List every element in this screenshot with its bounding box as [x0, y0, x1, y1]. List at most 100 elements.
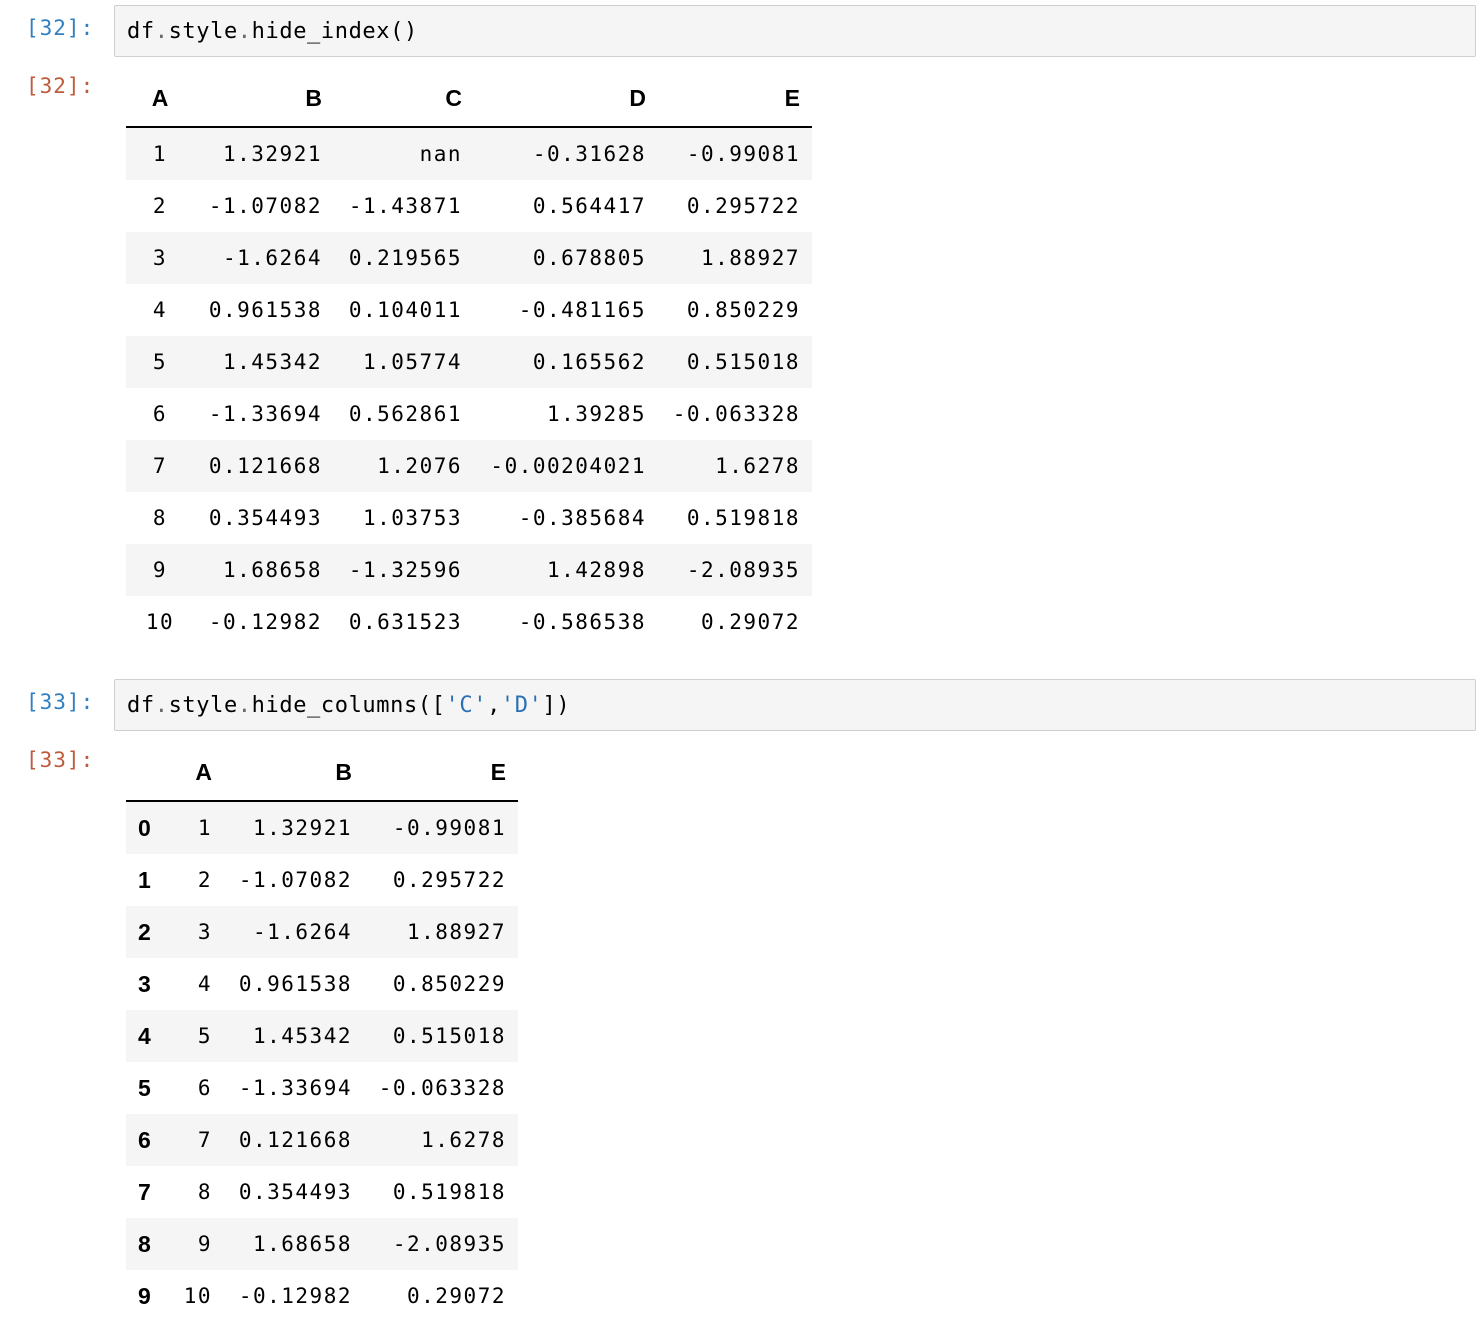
table-cell-A: 6	[152, 402, 168, 426]
row-index: 9	[138, 1282, 151, 1309]
table-cell-D: 0.165562	[532, 350, 646, 374]
table-row: 10 -0.12982 0.631523 -0.586538 0.29072	[126, 596, 812, 648]
table-cell-E: 0.850229	[392, 972, 506, 996]
code-token: ()	[390, 19, 418, 44]
row-index: 5	[138, 1074, 151, 1101]
table-cell-A: 7	[197, 1128, 212, 1152]
table-cell-A: 10	[183, 1284, 212, 1308]
output-prompt-32: [32]:	[26, 74, 95, 98]
table-cell-E: -0.063328	[672, 402, 800, 426]
table-row: 9 10 -0.12982 0.29072	[126, 1270, 518, 1322]
table-cell-A: 4	[152, 298, 168, 322]
code-token: df	[127, 19, 155, 44]
table-row: 6 -1.33694 0.562861 1.39285 -0.063328	[126, 388, 812, 440]
row-index: 0	[138, 814, 151, 841]
table-cell-E: 1.6278	[715, 454, 800, 478]
table-cell-D: -0.586538	[518, 610, 646, 634]
table-cell-E: 0.295722	[392, 868, 506, 892]
table-cell-B: 1.45342	[222, 350, 322, 374]
table-cell-E: 1.88927	[406, 920, 506, 944]
table-cell-A: 10	[145, 610, 175, 634]
table-cell-B: -0.12982	[238, 1284, 352, 1308]
table-cell-A: 3	[197, 920, 212, 944]
column-header-C: C	[334, 70, 474, 128]
table-cell-A: 3	[152, 246, 168, 270]
table-cell-E: -0.99081	[392, 816, 506, 840]
table-row: 8 9 1.68658 -2.08935	[126, 1218, 518, 1270]
code-token: style	[168, 693, 238, 718]
table-cell-A: 5	[152, 350, 168, 374]
table-cell-E: 1.88927	[700, 246, 800, 270]
row-index: 4	[138, 1022, 151, 1049]
table-row: 3 4 0.961538 0.850229	[126, 958, 518, 1010]
table-cell-E: -0.99081	[686, 142, 800, 166]
input-prompt-32: [32]:	[26, 16, 95, 40]
table-cell-E: 0.519818	[686, 506, 800, 530]
table-row: 3 -1.6264 0.219565 0.678805 1.88927	[126, 232, 812, 284]
code-token: 'C'	[445, 693, 488, 718]
row-index: 1	[138, 866, 151, 893]
code-token: hide_columns	[251, 693, 418, 718]
table-cell-D: 0.678805	[532, 246, 646, 270]
table-cell-D: 1.39285	[546, 402, 646, 426]
table-cell-E: 0.515018	[686, 350, 800, 374]
table-cell-B: 1.32921	[252, 816, 352, 840]
column-header-B: B	[194, 70, 334, 128]
table-cell-B: 0.354493	[238, 1180, 352, 1204]
table-cell-A: 9	[152, 558, 168, 582]
code-token: hide_index	[251, 19, 391, 44]
table-cell-E: -0.063328	[378, 1076, 506, 1100]
table-row: 5 1.45342 1.05774 0.165562 0.515018	[126, 336, 812, 388]
table-cell-A: 1	[197, 816, 212, 840]
table-row: 9 1.68658 -1.32596 1.42898 -2.08935	[126, 544, 812, 596]
code-token: 'D'	[500, 693, 543, 718]
table-cell-B: 1.32921	[222, 142, 322, 166]
table-header-row: A B E	[126, 744, 518, 802]
table-cell-B: 0.961538	[208, 298, 322, 322]
column-header-E: E	[658, 70, 812, 128]
table-body: 0 1 1.32921 -0.99081 1 2 -1.07082 0.295722 2 3 -1.…	[126, 801, 518, 1322]
row-index: 6	[138, 1126, 151, 1153]
table-cell-B: -1.33694	[238, 1076, 352, 1100]
code-cell-33[interactable]: df.style.hide_columns(['C','D'])	[114, 679, 1476, 731]
table-cell-B: -1.33694	[208, 402, 322, 426]
table-body: 1 1.32921 nan -0.31628 -0.99081 2 -1.07082 -1.4…	[126, 127, 812, 648]
table-row: 1 1.32921 nan -0.31628 -0.99081	[126, 127, 812, 180]
column-header-E: E	[364, 744, 518, 802]
table-row: 7 8 0.354493 0.519818	[126, 1166, 518, 1218]
table-cell-A: 4	[197, 972, 212, 996]
table-cell-B: -1.6264	[222, 246, 322, 270]
table-cell-E: -2.08935	[392, 1232, 506, 1256]
table-row: 4 5 1.45342 0.515018	[126, 1010, 518, 1062]
table-cell-B: 0.961538	[238, 972, 352, 996]
table-cell-E: -2.08935	[686, 558, 800, 582]
table-cell-B: 0.121668	[208, 454, 322, 478]
code-cell-32[interactable]: df.style.hide_index()	[114, 5, 1476, 57]
table-cell-E: 0.29072	[700, 610, 800, 634]
code-token: df	[127, 693, 155, 718]
code-token: ([	[417, 693, 446, 718]
code-token: .	[237, 693, 252, 718]
table-row: 7 0.121668 1.2076 -0.00204021 1.6278	[126, 440, 812, 492]
table-cell-A: 6	[197, 1076, 212, 1100]
table-cell-B: 1.45342	[252, 1024, 352, 1048]
table-cell-C: 0.219565	[348, 246, 462, 270]
table-cell-D: 1.42898	[546, 558, 646, 582]
code-token: .	[154, 19, 169, 44]
table-cell-D: -0.385684	[518, 506, 646, 530]
table-cell-B: 0.354493	[208, 506, 322, 530]
table-row: 0 1 1.32921 -0.99081	[126, 801, 518, 854]
table-cell-E: 0.29072	[406, 1284, 506, 1308]
table-cell-C: 0.631523	[348, 610, 462, 634]
table-cell-C: -1.43871	[348, 194, 462, 218]
table-row: 4 0.961538 0.104011 -0.481165 0.850229	[126, 284, 812, 336]
table-cell-B: -1.07082	[208, 194, 322, 218]
table-cell-C: 1.03753	[362, 506, 462, 530]
column-header-A: A	[170, 744, 224, 802]
table-row: 2 -1.07082 -1.43871 0.564417 0.295722	[126, 180, 812, 232]
output-table-33: A B E 0 1 1.32921 -0.99081 1 2 -1.07082 0.29572…	[126, 744, 518, 1322]
table-row: 1 2 -1.07082 0.295722	[126, 854, 518, 906]
output-prompt-33: [33]:	[26, 748, 95, 772]
row-index: 7	[138, 1178, 151, 1205]
table-cell-B: -0.12982	[208, 610, 322, 634]
